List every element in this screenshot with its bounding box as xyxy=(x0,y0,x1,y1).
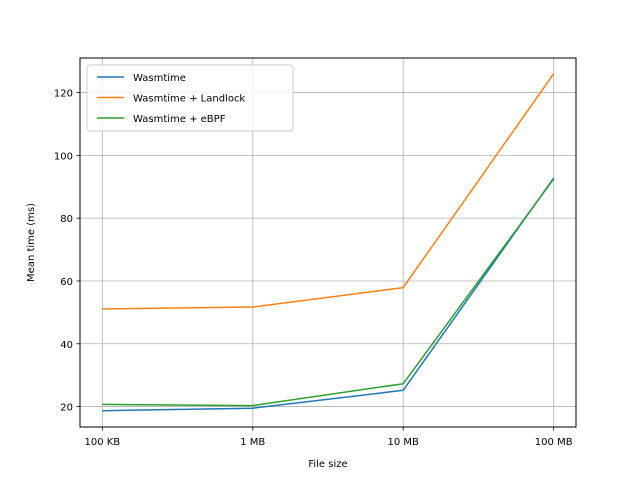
legend: Wasmtime Wasmtime + Landlock Wasmtime + eB… xyxy=(86,64,294,132)
legend-entry: Wasmtime xyxy=(133,73,186,84)
x-axis-ticks: 100 KB 1 MB 10 MB 100 MB xyxy=(84,427,573,448)
x-tick-label: 100 KB xyxy=(84,437,120,448)
x-tick-label: 10 MB xyxy=(388,437,420,448)
y-axis-label: Mean time (ms) xyxy=(26,203,37,282)
y-tick-label: 100 xyxy=(54,151,73,162)
y-axis-ticks: 20 40 60 80 100 120 xyxy=(54,89,80,414)
y-tick-label: 60 xyxy=(60,277,73,288)
legend-entry: Wasmtime + Landlock xyxy=(133,94,245,105)
y-tick-label: 20 xyxy=(60,403,73,414)
series-lines xyxy=(102,73,555,412)
y-tick-label: 40 xyxy=(60,340,73,351)
legend-entry: Wasmtime + eBPF xyxy=(133,114,226,125)
x-tick-label: 100 MB xyxy=(535,437,573,448)
y-tick-label: 80 xyxy=(60,214,73,225)
legend-box xyxy=(86,64,294,132)
plot-frame xyxy=(79,57,577,428)
grid-lines xyxy=(80,58,576,427)
x-axis-label: File size xyxy=(308,459,347,470)
series-line xyxy=(102,178,555,407)
y-tick-label: 120 xyxy=(54,89,73,100)
x-tick-label: 1 MB xyxy=(240,437,265,448)
series-line xyxy=(102,73,555,310)
series-line xyxy=(102,177,555,412)
